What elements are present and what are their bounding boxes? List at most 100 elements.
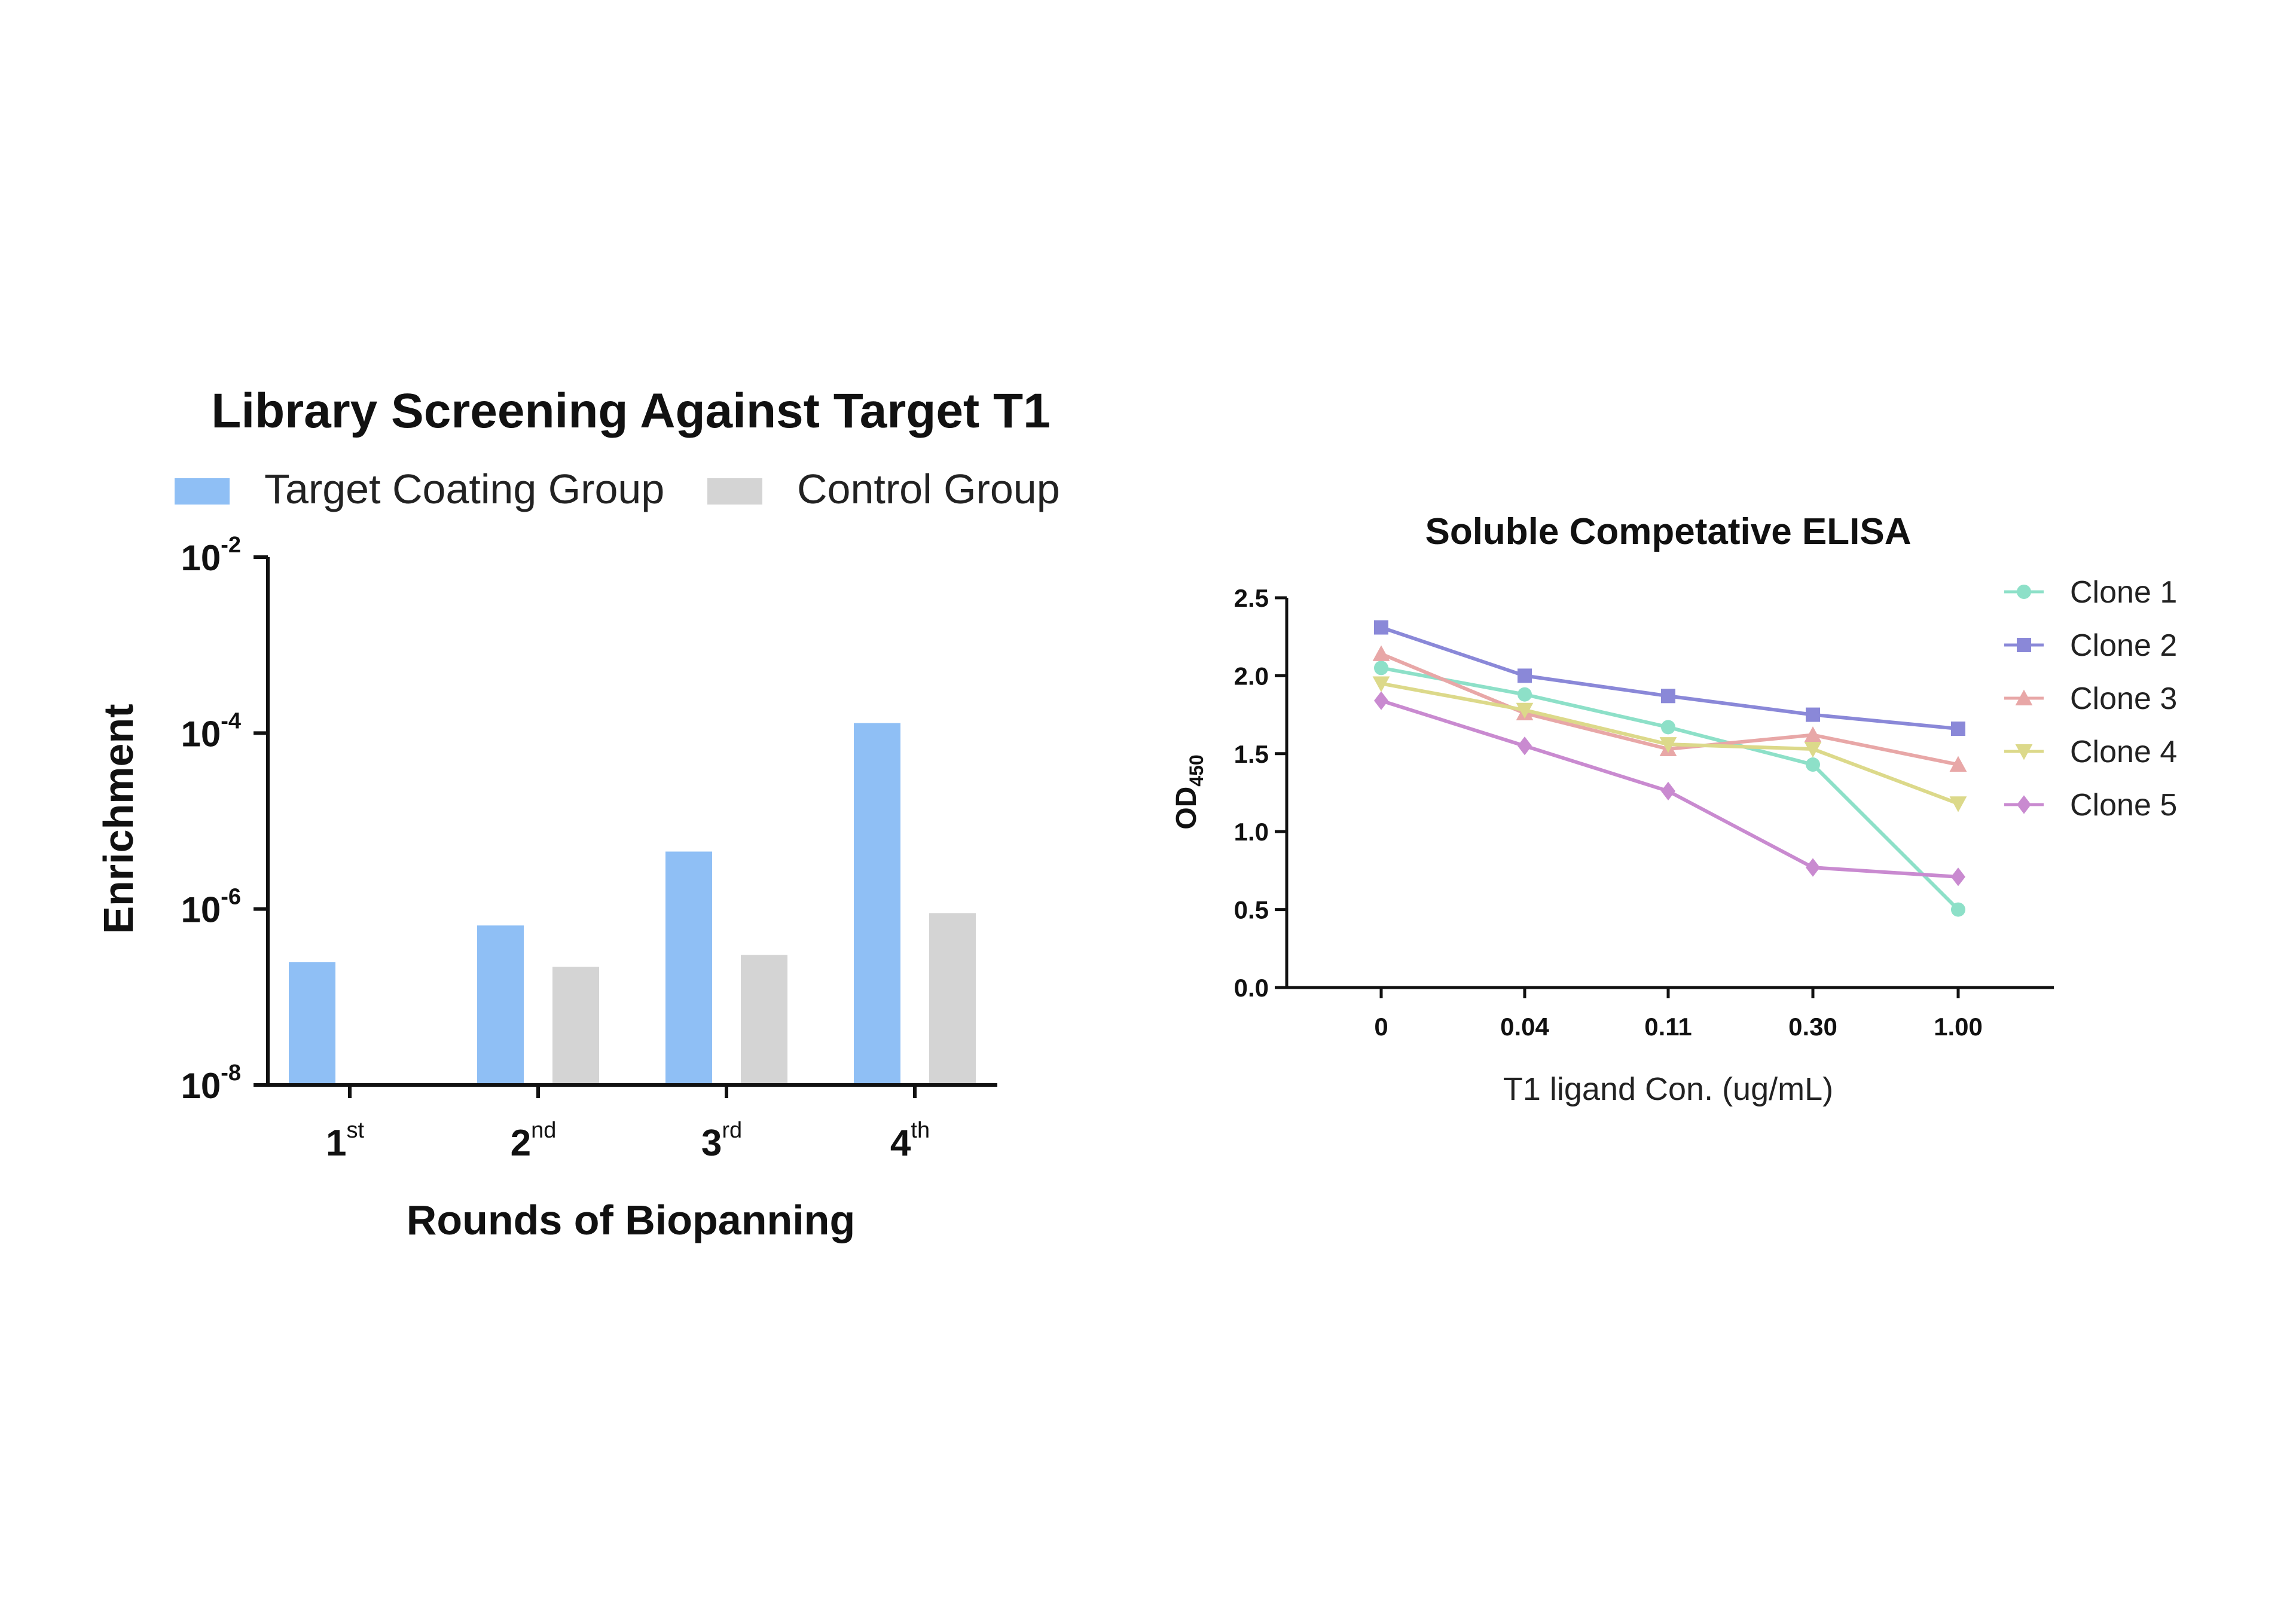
bar-chart-x-tick-num: 2	[511, 1123, 531, 1164]
bar-chart-x-tick-sup: nd	[531, 1118, 556, 1143]
line-series-point	[1949, 756, 1967, 772]
bar-chart-x-tick-label: 3rd	[701, 1118, 742, 1164]
line-chart-y-tick-label: 2.5	[1234, 584, 1269, 612]
line-series-point	[1661, 781, 1675, 800]
line-chart-y-axis-label-base: OD	[1171, 787, 1202, 830]
line-series-3	[1372, 645, 1967, 772]
bar-target-3	[665, 851, 712, 1083]
line-chart: Soluble Competative ELISA 0.0 0.5 1.0 1.5 2.…	[1171, 511, 2177, 1107]
bar-chart-y-tick-base: 10	[181, 1066, 221, 1106]
line-series-point	[1951, 722, 1965, 736]
bar-chart: Library Screening Against Target T1 Targ…	[95, 384, 1060, 1243]
line-series-4	[1372, 676, 1967, 812]
line-legend-marker	[2017, 638, 2031, 652]
line-series-point	[1518, 668, 1532, 683]
line-series-point	[1374, 620, 1388, 635]
line-chart-y-tick-label: 0.5	[1234, 896, 1269, 924]
bar-chart-x-tick-num: 3	[701, 1123, 722, 1164]
bar-control-3	[741, 955, 787, 1083]
bar-chart-x-axis-label: Rounds of Biopanning	[407, 1197, 855, 1243]
line-legend-label: Clone 3	[2070, 681, 2177, 716]
bar-chart-y-tick-label: 10-4	[181, 708, 241, 754]
line-series-path	[1381, 625, 1959, 731]
bar-legend-swatch	[707, 478, 762, 505]
line-series-point	[1804, 741, 1822, 758]
line-series-point	[1804, 726, 1822, 742]
bar-chart-title: Library Screening Against Target T1	[211, 384, 1050, 438]
bar-chart-y-tick-label: 10-8	[181, 1060, 241, 1106]
line-series-point	[1374, 661, 1388, 675]
bar-chart-x-tick-num: 4	[890, 1123, 911, 1164]
line-series-point	[1951, 867, 1965, 887]
line-legend-marker	[2015, 744, 2033, 760]
line-series-point	[1374, 691, 1388, 710]
bar-chart-legend: Target Coating Group Control Group	[175, 466, 1060, 512]
line-chart-y-tick-label: 0.0	[1234, 974, 1269, 1002]
bar-legend-label: Target Coating Group	[264, 466, 664, 512]
bar-chart-y-tick-exp: -8	[221, 1060, 241, 1086]
line-chart-y-tick-label: 1.0	[1234, 818, 1269, 846]
bar-chart-y-tick-label: 10-6	[181, 885, 241, 930]
line-series-2	[1374, 620, 1965, 736]
bar-chart-x-tick-sup: rd	[722, 1118, 742, 1143]
bar-chart-y-tick-label: 10-2	[181, 533, 241, 578]
bar-target-1	[289, 962, 335, 1083]
line-series-point	[1806, 757, 1820, 772]
bar-chart-y-tick-base: 10	[181, 890, 221, 930]
line-chart-axes: 0.0 0.5 1.0 1.5 2.0 2.5 0 0.04 0.11 0.30 1.00	[1234, 584, 2054, 1041]
bar-chart-y-tick-base: 10	[181, 538, 221, 578]
bar-legend-label: Control Group	[797, 466, 1060, 512]
bar-legend-swatch	[175, 478, 230, 505]
line-series-point	[1949, 796, 1967, 812]
line-series-point	[1372, 676, 1390, 692]
line-series-point	[1516, 702, 1534, 719]
bar-chart-bars	[289, 723, 976, 1083]
bar-chart-x-tick-num: 1	[326, 1123, 346, 1164]
line-legend-label: Clone 1	[2070, 575, 2177, 610]
line-chart-x-tick-label: 0.04	[1500, 1013, 1549, 1041]
bar-chart-y-tick-exp: -4	[221, 708, 241, 733]
line-chart-legend: Clone 1 Clone 2 Clone 3 Clone 4 Clone 5	[2004, 575, 2177, 823]
line-series-point	[1661, 689, 1675, 704]
line-chart-x-tick-label: 1.00	[1934, 1013, 1983, 1041]
line-series-point	[1659, 737, 1677, 753]
line-legend-label: Clone 4	[2070, 735, 2177, 769]
line-series-point	[1518, 736, 1532, 756]
line-legend-label: Clone 2	[2070, 628, 2177, 663]
line-chart-y-axis-label: OD450	[1171, 754, 1207, 829]
bar-chart-x-tick-label: 2nd	[511, 1118, 557, 1164]
line-series-point	[1661, 720, 1675, 735]
bar-control-2	[552, 967, 599, 1083]
bar-chart-x-tick-label: 1st	[326, 1118, 364, 1164]
bar-chart-y-tick-base: 10	[181, 714, 221, 754]
line-legend-marker	[2015, 689, 2033, 705]
bar-chart-x-tick-sup: th	[911, 1118, 930, 1143]
line-legend-label: Clone 5	[2070, 788, 2177, 823]
line-legend-marker	[2017, 795, 2031, 814]
line-series-1	[1374, 661, 1965, 917]
bar-target-2	[477, 925, 524, 1083]
line-series-point	[1372, 645, 1390, 661]
line-chart-x-axis-label: T1 ligand Con. (ug/mL)	[1503, 1071, 1833, 1107]
bar-chart-y-tick-exp: -6	[221, 885, 241, 910]
line-chart-series	[1372, 620, 1967, 917]
line-series-point	[1951, 902, 1965, 917]
line-legend-marker	[2017, 585, 2031, 599]
line-series-point	[1806, 858, 1820, 877]
line-chart-y-axis-label-sub: 450	[1186, 754, 1207, 786]
line-chart-x-tick-label: 0.11	[1644, 1013, 1692, 1041]
line-series-point	[1518, 687, 1532, 702]
line-chart-x-tick-label: 0	[1374, 1013, 1388, 1041]
bar-control-4	[929, 913, 976, 1083]
bar-target-4	[854, 723, 900, 1083]
line-chart-y-tick-label: 1.5	[1234, 740, 1269, 768]
bar-chart-y-axis-label: Enrichment	[95, 704, 142, 934]
line-chart-x-tick-label: 0.30	[1788, 1013, 1837, 1041]
bar-chart-y-tick-exp: -2	[221, 533, 241, 558]
line-series-point	[1806, 707, 1820, 722]
line-chart-title: Soluble Competative ELISA	[1425, 511, 1911, 552]
bar-chart-x-tick-sup: st	[346, 1118, 364, 1143]
bar-chart-x-tick-label: 4th	[890, 1118, 930, 1164]
